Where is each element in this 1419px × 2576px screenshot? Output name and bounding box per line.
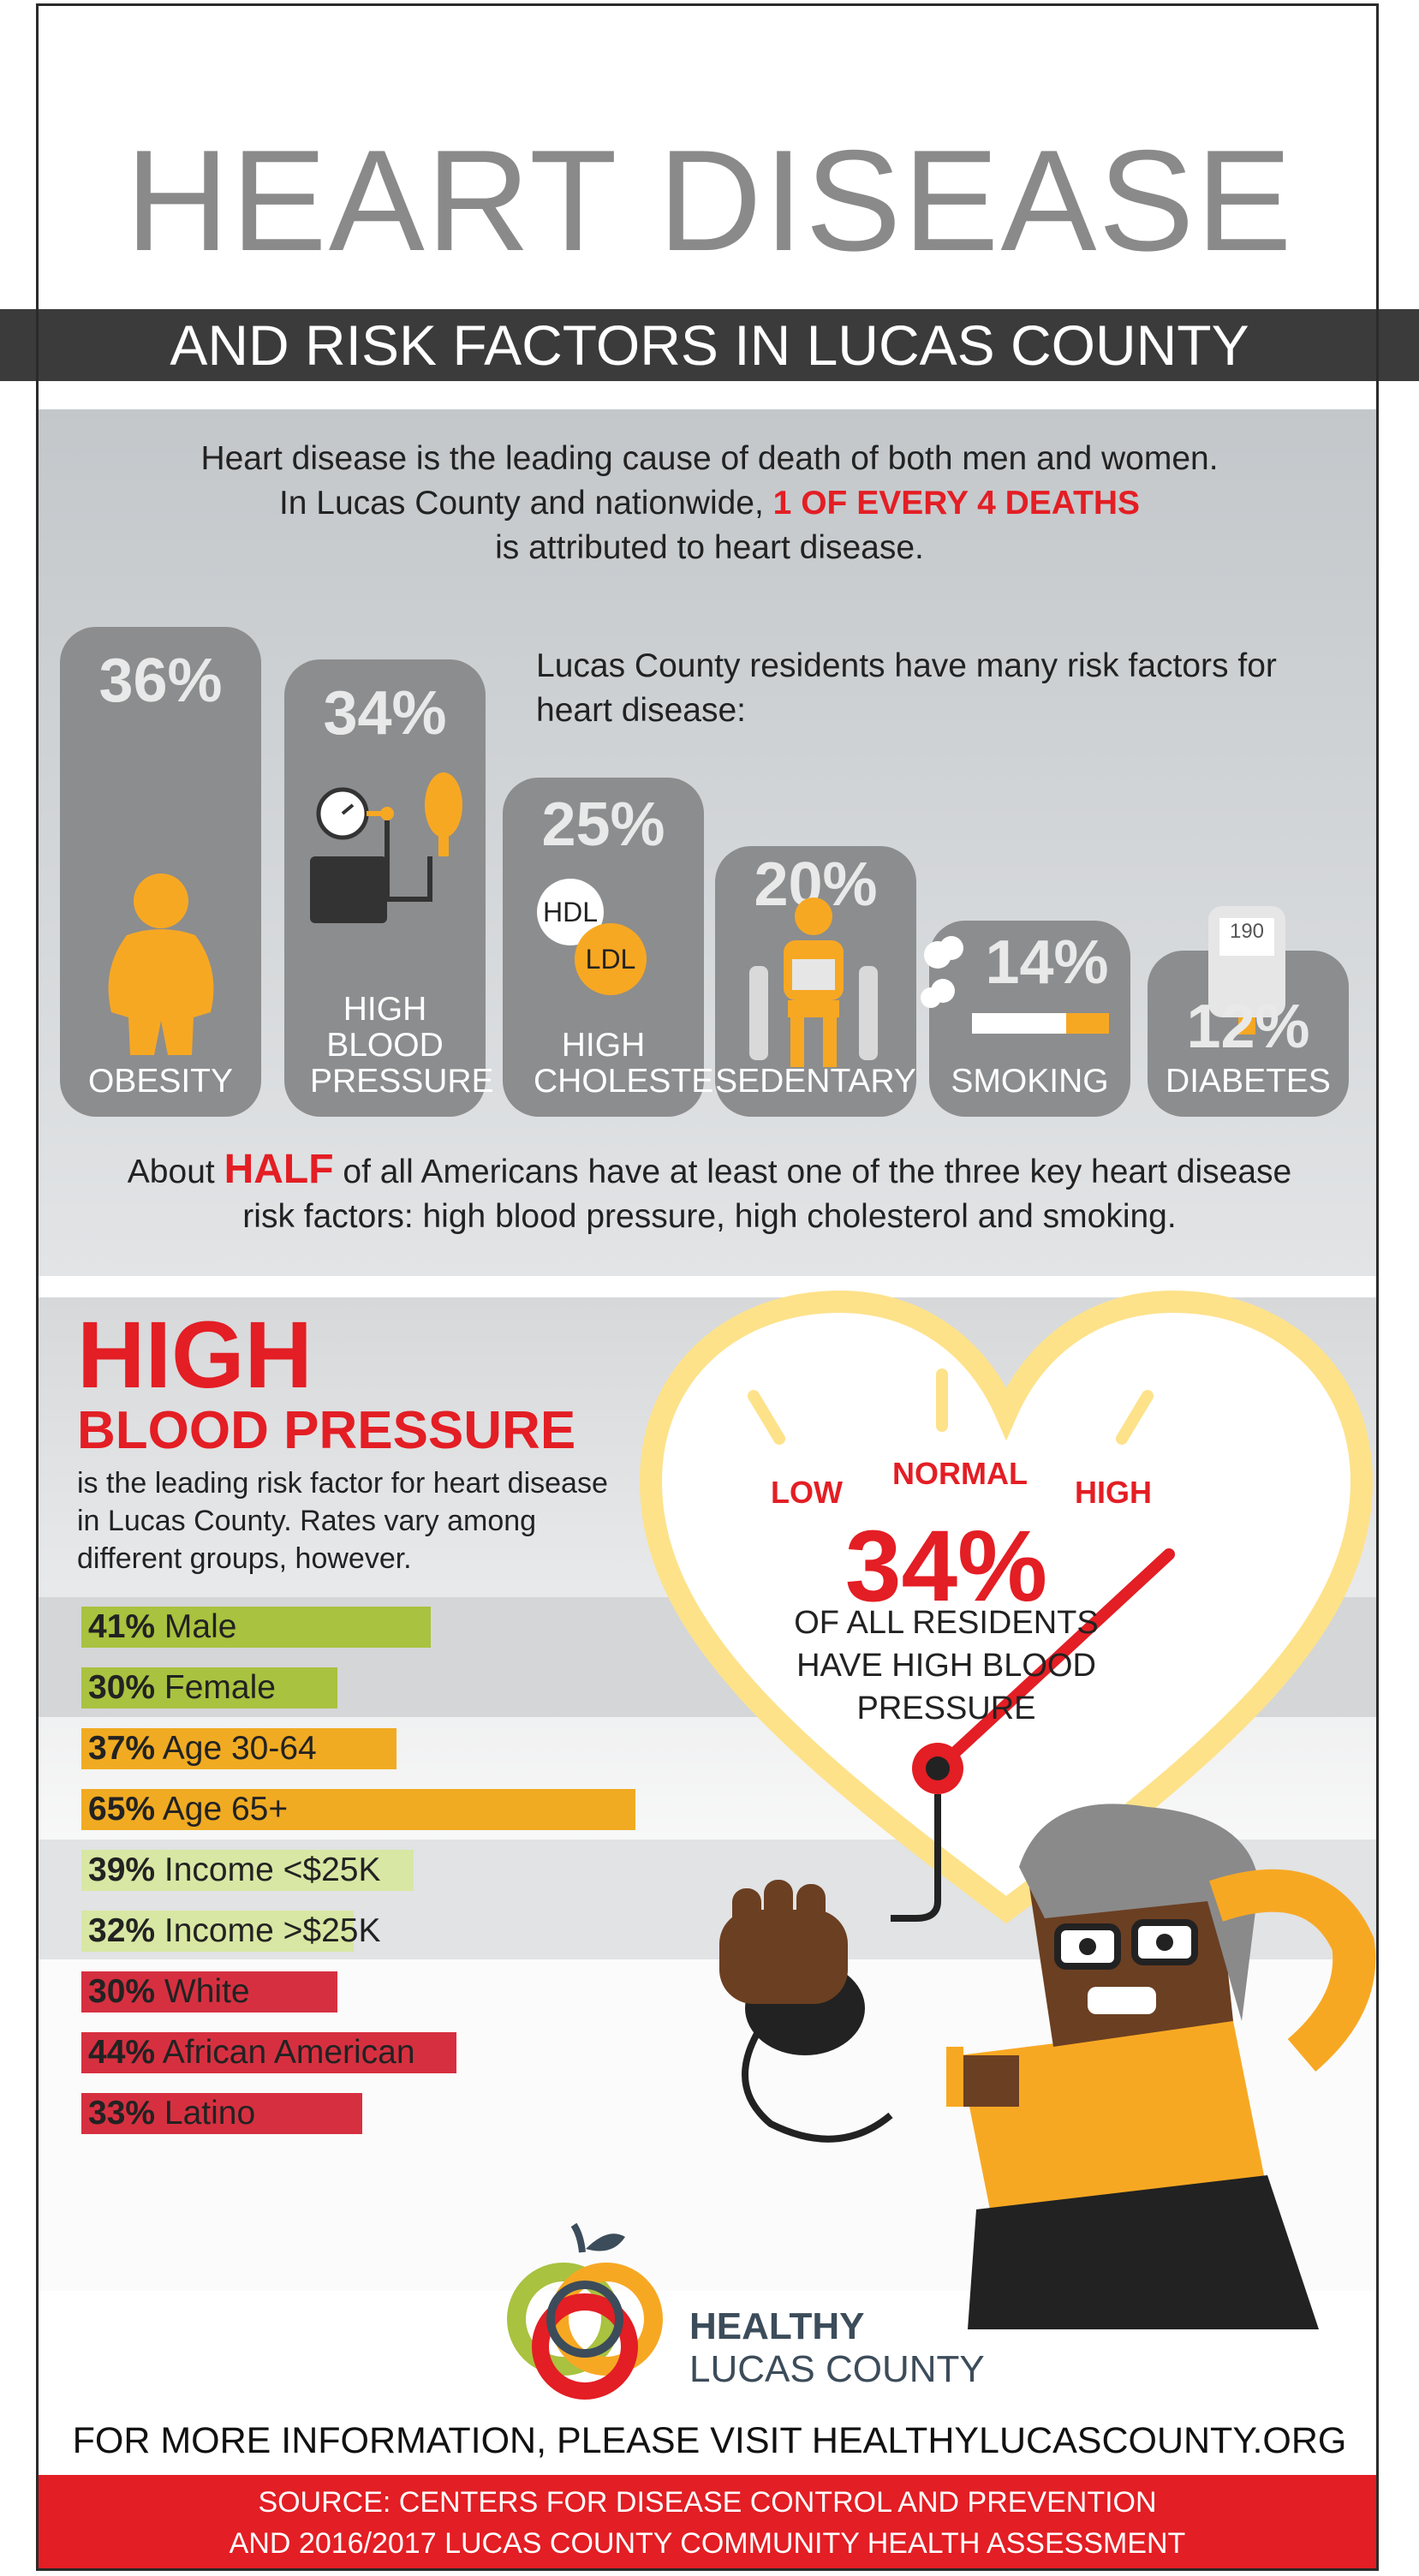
logo-text-healthy: HEALTHY [689,2305,865,2347]
hbp-bar-label: 44% African American [88,2032,415,2073]
risk-sedentary-label: SEDENTARY [715,1063,916,1100]
half-post: of all Americans have at least one of th… [242,1154,1292,1235]
hbp-bar-percent: 65% [88,1791,156,1828]
intro-line2-pre: In Lucas County and nationwide, [278,485,764,522]
risk-factors-intro: Lucas County residents have many risk fa… [536,647,1277,729]
risk-cholesterol-percent: 25% [541,790,665,859]
stressed-man-illustration [719,1804,1376,2329]
ldl-badge: LDL [575,923,647,995]
sitting-person-icon [749,897,878,1067]
risk-smoking-label: SMOKING [951,1063,1109,1100]
blood-pressure-cuff-icon [310,772,462,923]
hbp-bar-label: 37% Age 30-64 [88,1728,317,1769]
cigarette-icon [921,936,1109,1034]
risk-diabetes-percent: 12% [1186,993,1310,1061]
hbp-bar-group: Income >$25K [164,1912,381,1949]
source-line2: AND 2016/2017 LUCAS COUNTY COMMUNITY HEA… [229,2527,1186,2560]
hbp-bar [81,2032,456,2073]
hbp-bar [81,1607,431,1648]
hbp-bar [81,1850,414,1891]
risk-diabetes-card: 190 12% DIABETES [1148,906,1349,1117]
hbp-bar-percent: 44% [88,2034,156,2071]
hbp-bar-group: Age 65+ [162,1791,289,1828]
hbp-bar-label: 30% White [88,1971,250,2012]
healthy-lucas-county-logo-icon [507,2222,663,2400]
hbp-bar-group: Male [164,1608,237,1645]
gauge-caption: OF ALL RESIDENTS HAVE HIGH BLOOD PRESSUR… [794,1605,1099,1726]
intro-line1: Heart disease is the leading cause of de… [200,440,1219,477]
hbp-bar [81,1667,337,1708]
risk-high-blood-pressure-card: 34% HIGH BLOOD PRESSURE [284,659,494,1117]
logo-text-lucas-county: LUCAS COUNTY [689,2348,985,2390]
half-pre: About [127,1154,215,1190]
risk-sedentary-card: 20% SEDENTARY [715,846,916,1117]
intro-line2: In Lucas County and nationwide, 1 OF EVE… [103,481,1316,526]
hbp-bar-percent: 41% [88,1608,156,1645]
hbp-bar [81,1728,396,1769]
hbp-bar [81,1971,337,2012]
hbp-bar-group: White [164,1973,250,2010]
hbp-bar-percent: 30% [88,1973,156,2010]
hbp-bar [81,1789,635,1830]
hbp-bar-percent: 33% [88,2095,156,2132]
meter-reading: 190 [1229,920,1265,943]
hbp-bar-group: Age 30-64 [162,1730,317,1767]
source-line1: SOURCE: CENTERS FOR DISEASE CONTROL AND … [258,2486,1157,2519]
obese-person-icon [108,874,214,1055]
risk-hbp-percent: 34% [323,679,447,748]
hbp-bar-label: 39% Income <$25K [88,1850,381,1891]
glucose-meter-icon [1208,906,1285,1035]
hbp-bar-label: 41% Male [88,1607,236,1648]
hbp-bar [81,2093,362,2134]
hbp-bar-group: Income <$25K [164,1852,381,1888]
gauge-percent: 34% [844,1510,1048,1623]
source-footer: SOURCE: CENTERS FOR DISEASE CONTROL AND … [39,2475,1376,2571]
hbp-bar-label: 65% Age 65+ [88,1789,288,1830]
hbp-bar-percent: 32% [88,1912,156,1949]
hbp-title-line1: HIGH [77,1303,313,1408]
hbp-bar-group: Female [164,1669,276,1706]
risk-high-cholesterol-card: 25% HDL LDL HIGH CHOLESTEROL [503,778,783,1117]
heart-gauge-icon [639,1290,1374,1924]
deaths-highlight: 1 OF EVERY 4 DEATHS [772,485,1141,522]
risk-diabetes-label: DIABETES [1166,1063,1331,1100]
risk-hbp-label: HIGH BLOOD PRESSURE [310,991,494,1100]
hbp-bar-group: Latino [164,2095,256,2132]
risk-factors-section [39,409,1376,1276]
risk-cholesterol-label: HIGH CHOLESTEROL [534,1027,783,1100]
hbp-bar-percent: 37% [88,1730,156,1767]
hbp-bar-label: 33% Latino [88,2093,255,2134]
risk-obesity-label: OBESITY [87,1063,234,1100]
hbp-bar-label: 32% Income >$25K [88,1911,381,1952]
hbp-bar-group: African American [162,2034,415,2071]
risk-obesity-card: 36% OBESITY [60,627,261,1117]
half-highlight: HALF [224,1147,334,1192]
hbp-description: is the leading risk factor for heart dis… [77,1467,608,1575]
gauge-low-label: LOW [771,1475,843,1510]
risk-smoking-percent: 14% [985,928,1109,997]
gauge-normal-label: NORMAL [892,1456,1028,1491]
page-subtitle: AND RISK FACTORS IN LUCAS COUNTY [0,309,1419,381]
risk-obesity-percent: 36% [98,647,223,715]
hbp-title-line2: BLOOD PRESSURE [77,1401,576,1460]
gauge-high-label: HIGH [1075,1475,1152,1510]
intro-line3: is attributed to heart disease. [495,529,924,566]
page-title: HEART DISEASE [125,120,1294,281]
more-info-text: FOR MORE INFORMATION, PLEASE VISIT HEALT… [72,2420,1347,2461]
risk-smoking-card: 14% SMOKING [921,921,1130,1117]
hbp-bar-percent: 30% [88,1669,156,1706]
hbp-bar [81,1911,354,1952]
half-americans-note: About HALF of all Americans have at leas… [103,1148,1316,1239]
hbp-bar-percent: 39% [88,1852,156,1888]
hbp-bar-label: 30% Female [88,1667,276,1708]
intro-text: Heart disease is the leading cause of de… [103,437,1316,570]
